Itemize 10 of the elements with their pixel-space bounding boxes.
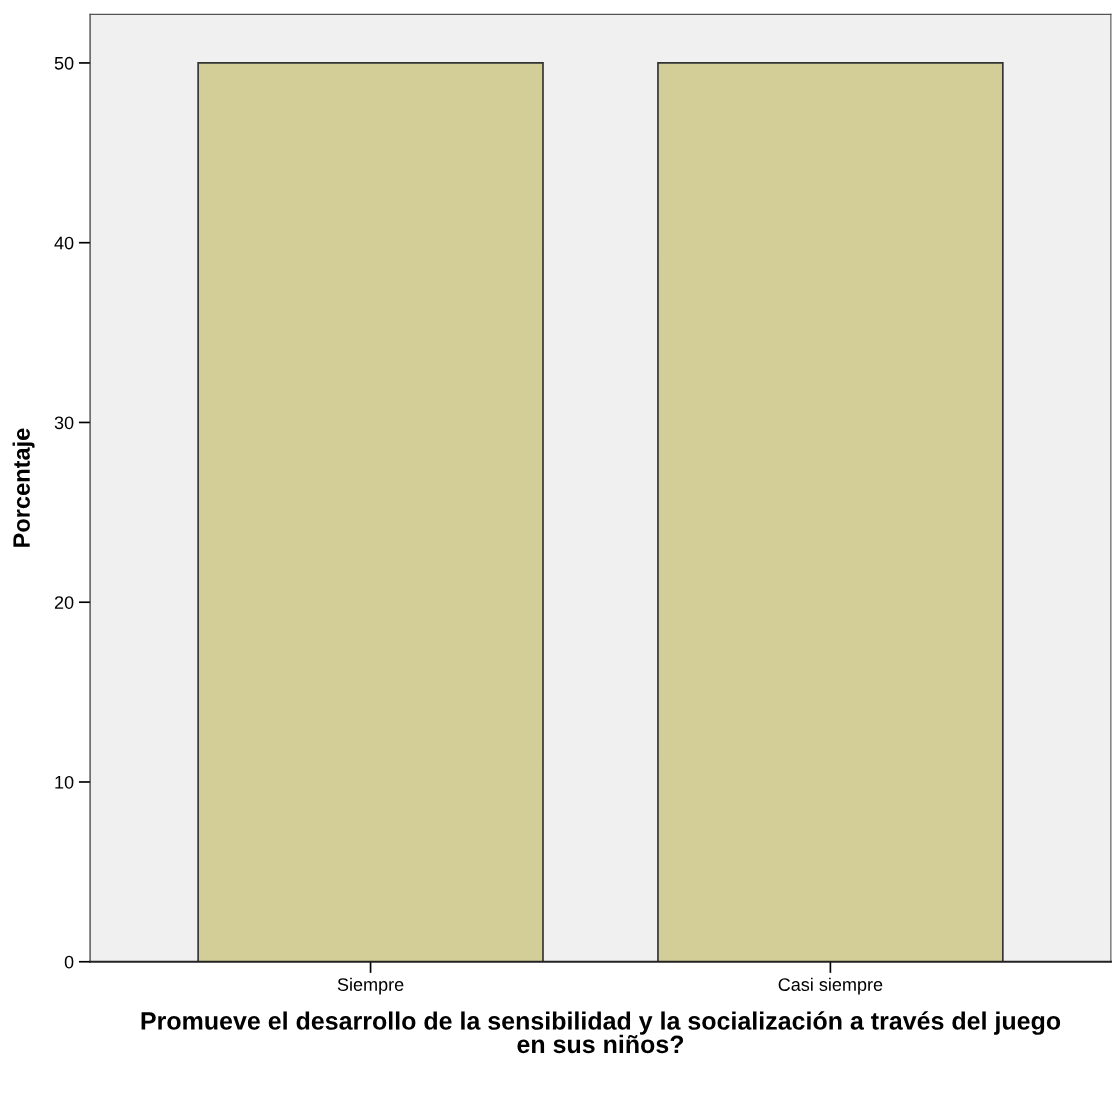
x-axis-title: Promueve el desarrollo de la sensibilidad y la socialización a través del juego en sus niños?: [141, 1011, 1061, 1054]
y-tick-label: 40: [54, 236, 74, 250]
y-tick-label: 50: [54, 56, 74, 70]
y-axis-title: Porcentaje: [12, 428, 35, 547]
x-tick-label: Casi siempre: [778, 977, 883, 995]
y-tick-label: 20: [54, 596, 74, 609]
y-tick-label: 30: [54, 416, 74, 430]
y-tick-label: 10: [55, 775, 74, 789]
x-tick-label: Siempre: [337, 977, 404, 995]
y-tick-label: 0: [64, 955, 74, 969]
